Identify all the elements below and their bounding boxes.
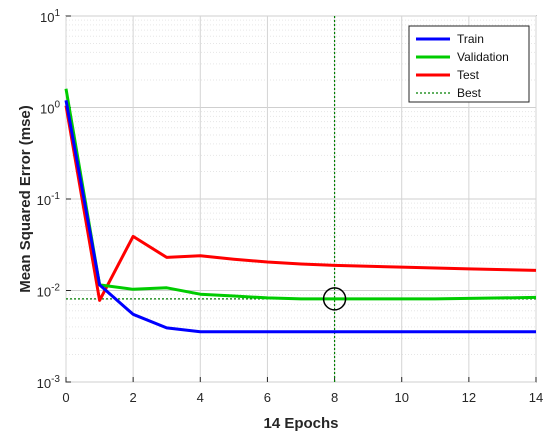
y-tick-label: 10-2 — [37, 283, 61, 300]
legend-label-train: Train — [457, 32, 484, 46]
x-tick-label: 0 — [62, 390, 69, 405]
y-tick-label: 10-1 — [37, 191, 61, 208]
x-axis-ticks: 0 2 4 6 8 10 12 14 — [62, 377, 543, 405]
x-tick-label: 10 — [394, 390, 408, 405]
legend-label-test: Test — [457, 68, 480, 82]
y-tick-label: 101 — [40, 8, 60, 25]
series-line-validation — [64, 88, 537, 301]
x-tick-label: 4 — [197, 390, 204, 405]
y-tick-label: 10-3 — [37, 374, 61, 391]
legend-label-validation: Validation — [457, 50, 509, 64]
x-tick-label: 8 — [331, 390, 338, 405]
series-layer — [64, 88, 537, 334]
x-tick-label: 2 — [130, 390, 137, 405]
x-axis-title: 14 Epochs — [263, 415, 338, 432]
grid — [65, 15, 537, 383]
y-tick-label: 100 — [40, 100, 60, 117]
series-line-test — [64, 105, 537, 302]
x-tick-label: 14 — [529, 390, 543, 405]
x-tick-label: 6 — [264, 390, 271, 405]
series-line-train — [64, 100, 536, 334]
x-tick-label: 12 — [462, 390, 476, 405]
best-point-marker — [322, 287, 347, 311]
legend-label-best: Best — [457, 86, 482, 100]
best-line-layer — [66, 16, 536, 382]
y-axis-ticks: 10-3 10-2 10-1 100 101 — [37, 8, 71, 391]
best-marker-layer — [322, 287, 347, 311]
y-axis-title: Mean Squared Error (mse) — [17, 105, 34, 293]
legend: Train Validation Test Best — [408, 25, 530, 103]
